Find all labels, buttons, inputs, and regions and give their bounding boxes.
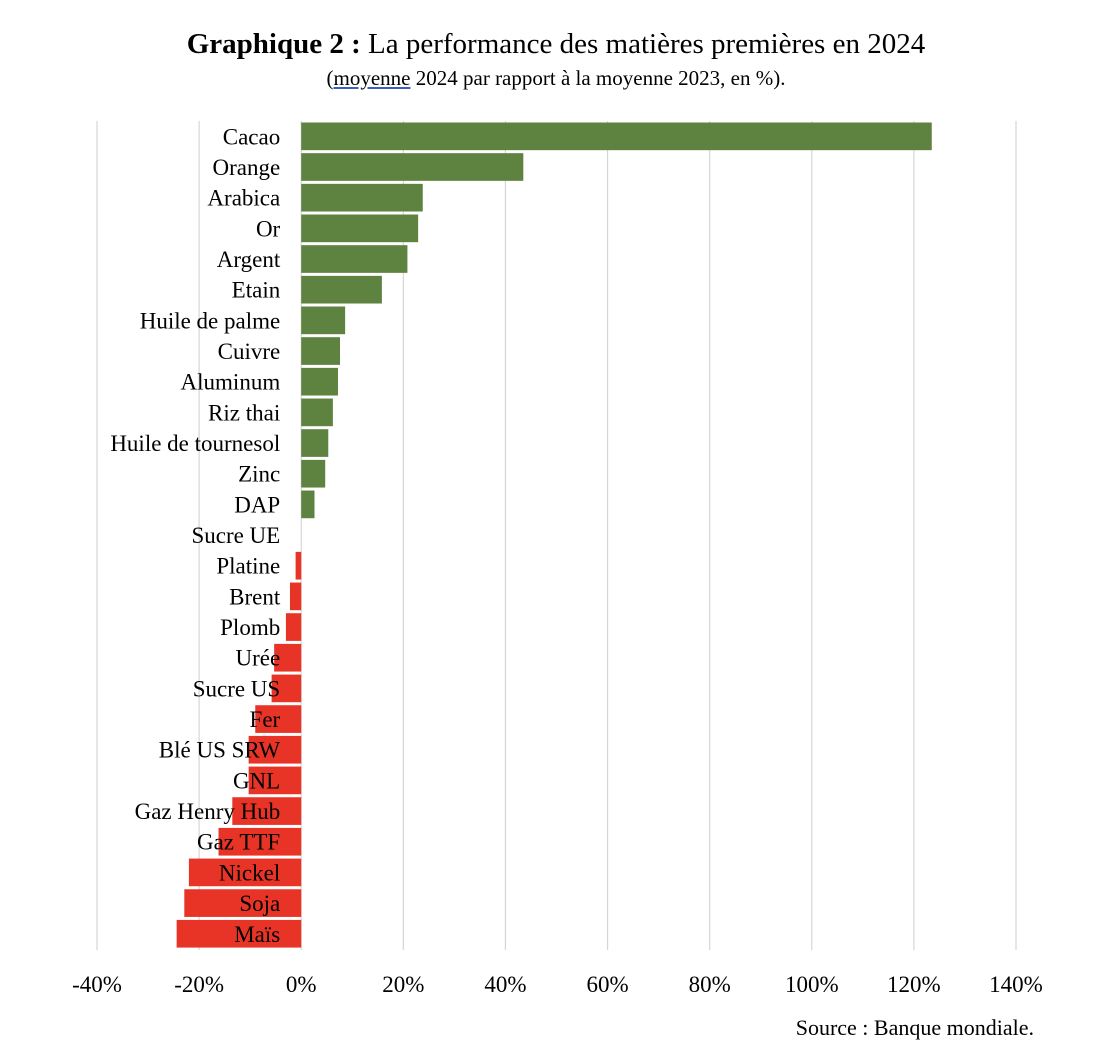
x-tick-label: -40%: [72, 972, 122, 997]
x-tick-label: 120%: [887, 972, 941, 997]
category-label: Aluminum: [181, 370, 281, 395]
subtitle-underlined-word: moyenne: [333, 66, 411, 90]
source-note: Source : Banque mondiale.: [795, 1015, 1034, 1040]
bar: [301, 122, 932, 151]
bar: [184, 889, 302, 917]
bar: [248, 735, 302, 764]
bar: [301, 214, 419, 243]
category-label: Fer: [250, 707, 281, 732]
bar: [301, 459, 326, 488]
chart-title-rest: La performance des matières premières en…: [360, 28, 926, 60]
bar: [301, 337, 341, 365]
x-tick-label: 60%: [586, 972, 628, 997]
category-label: Blé US SRW: [159, 738, 281, 763]
bar: [232, 797, 302, 825]
category-label: Sucre UE: [191, 523, 280, 548]
category-label: Cacao: [223, 124, 280, 149]
bar: [255, 705, 302, 733]
category-label: Gaz Henry Hub: [135, 799, 281, 824]
x-tick-label: 20%: [382, 972, 424, 997]
category-label: Urée: [236, 646, 281, 671]
category-label: Platine: [216, 554, 280, 579]
bar: [301, 490, 315, 519]
category-label: Maïs: [234, 922, 280, 947]
category-label: DAP: [234, 492, 280, 517]
chart-title: Graphique 2 : La performance des matière…: [0, 26, 1096, 62]
category-label: GNL: [233, 768, 280, 793]
category-label: Arabica: [207, 186, 280, 211]
x-tick-label: 140%: [989, 972, 1043, 997]
category-label: Riz thai: [208, 400, 280, 425]
category-label: Soja: [239, 891, 280, 916]
bar: [301, 398, 333, 427]
category-label: Huile de palme: [140, 308, 281, 333]
bar: [176, 919, 302, 948]
x-tick-label: -20%: [174, 972, 224, 997]
category-label: Sucre US: [193, 676, 281, 701]
bar: [301, 245, 408, 273]
bar: [295, 551, 302, 580]
bar: [301, 183, 423, 212]
category-label: Argent: [217, 247, 281, 272]
chart-title-bold: Graphique 2 :: [186, 28, 361, 60]
category-label: Brent: [229, 584, 281, 609]
bar: [218, 827, 302, 856]
bar: [301, 367, 338, 396]
category-label: Cuivre: [218, 339, 281, 364]
bar: [301, 306, 346, 335]
x-tick-label: 100%: [785, 972, 839, 997]
x-tick-label: 40%: [484, 972, 526, 997]
bar: [285, 613, 302, 641]
category-label: Gaz TTF: [197, 830, 280, 855]
subtitle-rest: 2024 par rapport à la moyenne 2023, en %…: [410, 66, 786, 90]
bar: [248, 766, 302, 795]
category-label: Plomb: [220, 615, 280, 640]
bar: [289, 582, 302, 611]
category-label: Orange: [213, 155, 281, 180]
subtitle-open: (: [326, 66, 334, 90]
bar: [271, 674, 302, 703]
bar: [301, 429, 329, 457]
category-label: Nickel: [219, 860, 280, 885]
chart-subtitle: (moyenne 2024 par rapport à la moyenne 2…: [0, 64, 1096, 92]
bar-chart: Cacao Orange Arabica Or Argent Etain Huile de …: [72, 121, 1043, 997]
bar: [188, 858, 302, 887]
bar: [301, 153, 524, 181]
bar: [301, 275, 382, 304]
category-label: Etain: [232, 278, 281, 303]
category-label: Zinc: [238, 462, 280, 487]
bar: [274, 643, 302, 672]
x-tick-label: 0%: [286, 972, 317, 997]
category-label: Or: [256, 216, 281, 241]
category-label: Huile de tournesol: [110, 431, 280, 456]
x-tick-label: 80%: [689, 972, 731, 997]
